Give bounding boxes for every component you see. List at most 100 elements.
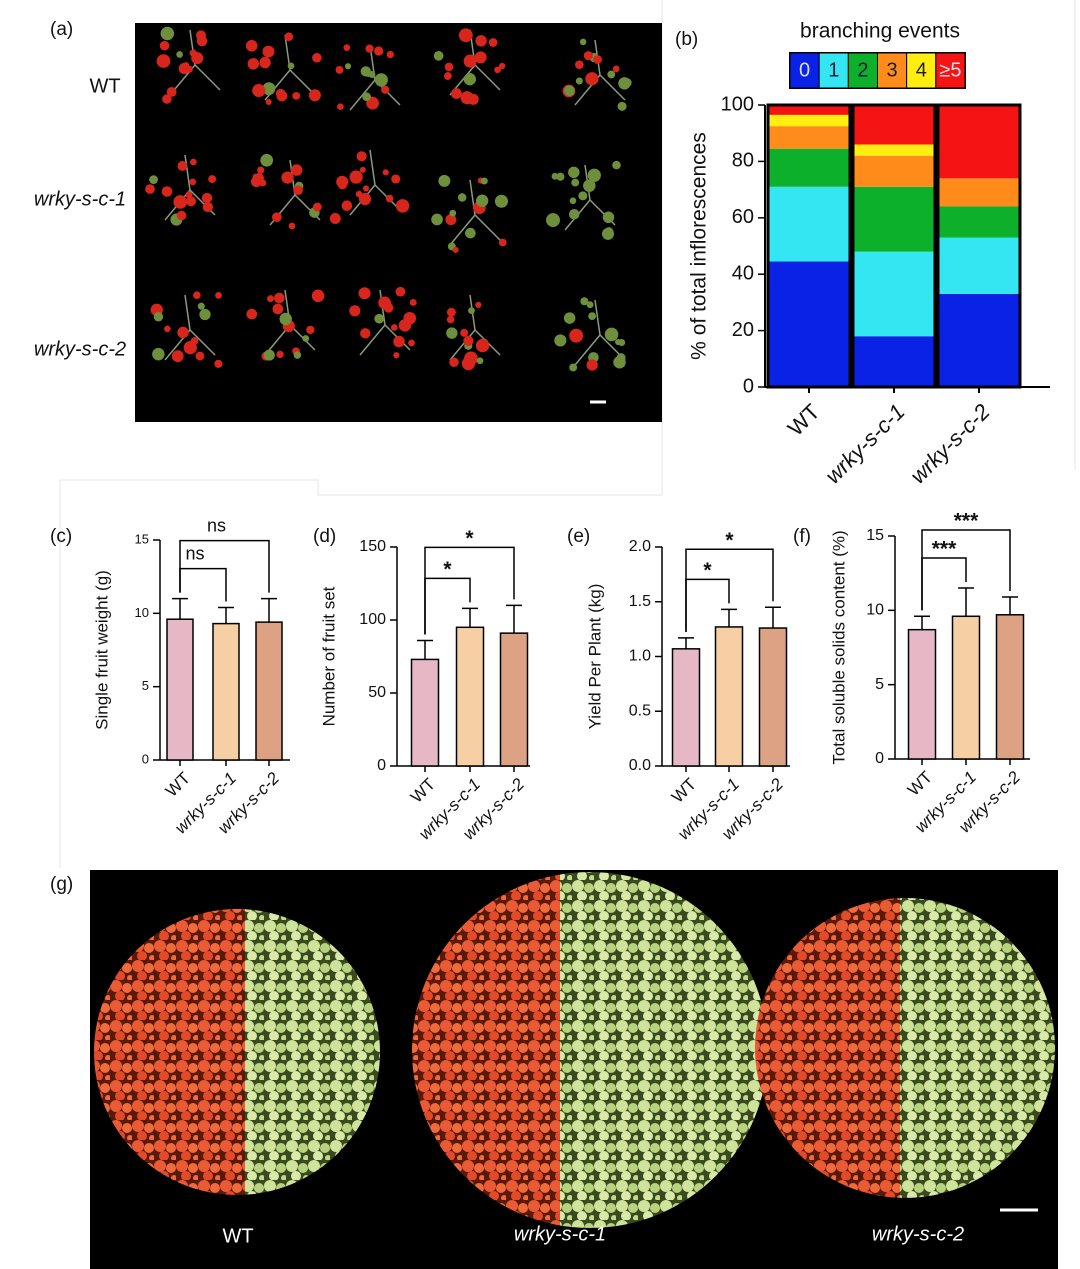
fruit — [276, 90, 288, 102]
bar-segment — [853, 251, 935, 337]
y-tick-label: 2.0 — [629, 538, 651, 555]
fruit — [494, 194, 508, 208]
fruit — [458, 28, 473, 43]
fruit — [368, 71, 376, 78]
fruit — [444, 62, 454, 72]
error-bar — [218, 606, 234, 624]
fruit — [183, 341, 197, 355]
panel-label: (f) — [793, 526, 811, 547]
y-tick-label: 100 — [359, 611, 386, 628]
fruit — [433, 50, 444, 61]
fruit — [463, 54, 477, 68]
fruit — [359, 166, 366, 173]
fruit — [446, 307, 456, 317]
fruit — [556, 172, 565, 181]
fruit — [265, 98, 272, 105]
fruit — [292, 91, 301, 100]
fruit — [214, 359, 223, 368]
panel-label: (b) — [675, 29, 698, 50]
fruit — [374, 73, 388, 87]
error-bar — [914, 615, 930, 630]
fruit — [171, 350, 184, 363]
panel-label: (g) — [50, 874, 73, 895]
fruit — [290, 164, 303, 176]
fruit — [293, 351, 302, 359]
fruit — [588, 312, 597, 321]
legend-swatch — [877, 52, 908, 89]
fruit — [468, 307, 475, 315]
group-label: wrky-s-c-2 — [872, 1223, 964, 1245]
fruit — [446, 327, 458, 339]
significance-bracket — [424, 546, 515, 635]
fruit — [302, 335, 310, 342]
fruit — [159, 40, 170, 51]
bar-segment — [768, 114, 850, 127]
y-tick-label: 1.5 — [629, 593, 651, 610]
fruit — [173, 195, 188, 209]
fruit — [602, 211, 615, 224]
bar-segment — [768, 126, 850, 149]
fruit — [579, 38, 587, 46]
x-tick-label: WT — [407, 775, 439, 807]
bar-segment — [938, 237, 1020, 294]
fruit — [160, 26, 175, 41]
photo-content — [94, 872, 1055, 1228]
fruit — [257, 166, 265, 174]
y-tick-label: 10 — [135, 605, 149, 620]
fruit — [575, 60, 584, 69]
fruit — [390, 324, 398, 331]
fruit — [445, 214, 457, 226]
y-tick-label: 0 — [875, 750, 884, 767]
fruit — [569, 328, 584, 343]
fruit — [604, 227, 614, 237]
fruit — [408, 339, 415, 347]
fruit — [186, 196, 197, 207]
fruit — [335, 65, 344, 74]
bar-segment — [768, 261, 850, 387]
fruit — [245, 39, 258, 52]
fruit — [604, 327, 619, 342]
fruit — [571, 178, 580, 187]
legend-title: branching events — [800, 20, 960, 43]
fruit — [585, 72, 599, 86]
significance-label: * — [443, 558, 452, 581]
bar-segment — [768, 148, 850, 187]
fruit — [349, 305, 361, 317]
bar — [758, 627, 788, 767]
significance-bracket — [685, 578, 730, 632]
fruit — [618, 338, 626, 347]
fruit — [449, 209, 457, 217]
fruit — [463, 73, 476, 86]
y-axis-title: Number of fruit set — [319, 586, 338, 726]
error-bar — [1002, 596, 1018, 615]
fruit — [612, 160, 621, 170]
legend-swatch — [847, 52, 878, 89]
fruit — [178, 62, 191, 75]
fruit — [499, 62, 506, 70]
fruit — [349, 170, 363, 184]
fruit — [176, 51, 183, 58]
fruit — [475, 338, 490, 353]
fruit — [201, 192, 213, 204]
fruit — [465, 227, 476, 239]
panel-label: (e) — [567, 526, 590, 547]
bar-outline — [936, 103, 1022, 389]
stem — [574, 39, 626, 106]
row-label: wrky-s-c-2 — [34, 338, 126, 360]
significance-label: * — [725, 529, 734, 552]
fruit — [272, 303, 284, 315]
error-bar — [172, 597, 188, 620]
fruit — [293, 185, 303, 196]
fruit — [464, 351, 478, 366]
fruit — [374, 46, 384, 56]
fruit — [395, 286, 406, 297]
fruit — [568, 209, 580, 220]
bar — [951, 615, 981, 760]
fruit — [551, 172, 559, 180]
fruit — [613, 355, 626, 369]
fruit — [446, 315, 455, 324]
y-tick-label: 60 — [732, 206, 754, 228]
fruit — [152, 347, 165, 361]
x-tick-label: WT — [668, 775, 700, 807]
y-axis-title: Single fruit weight (g) — [92, 570, 111, 730]
